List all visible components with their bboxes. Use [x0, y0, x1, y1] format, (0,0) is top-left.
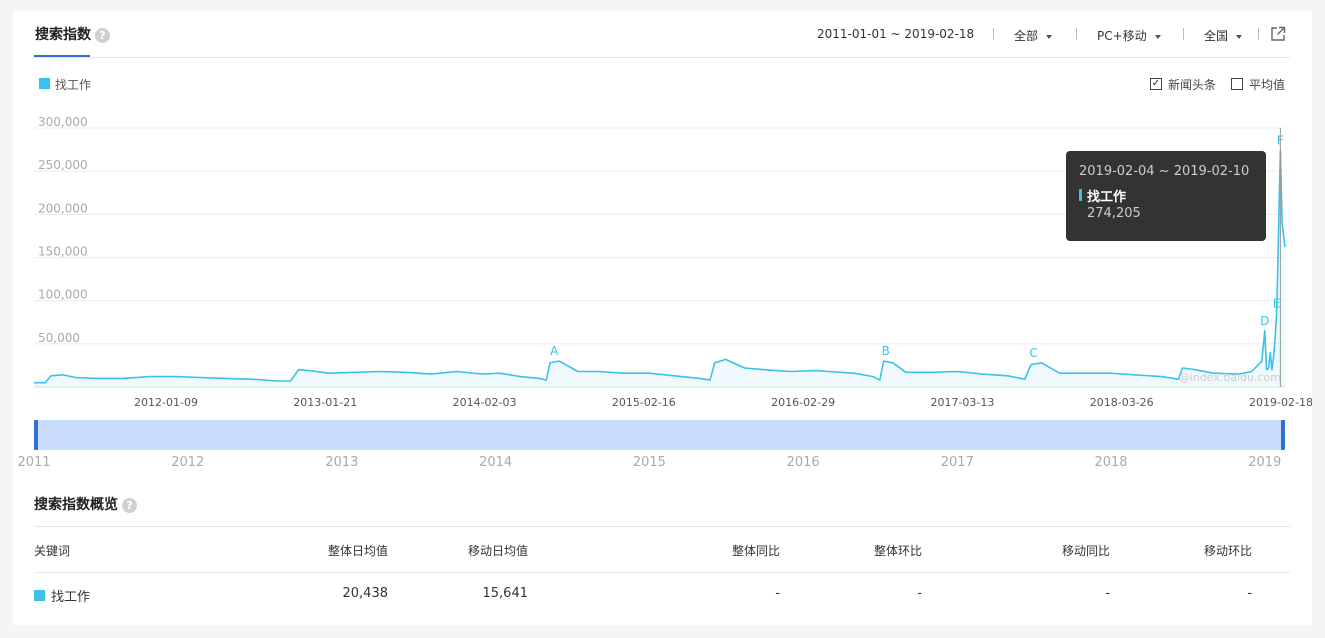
col-header-mobile-yoy: 移动同比 [1061, 544, 1110, 558]
annotation-label: F [1277, 133, 1284, 147]
x-tick-label: 2015-02-16 [612, 396, 676, 409]
average-checkbox[interactable] [1231, 78, 1243, 90]
y-tick-label: 50,000 [38, 331, 80, 345]
table-divider [34, 572, 1290, 573]
chart-tooltip: 2019-02-04 ~ 2019-02-10 找工作 274,205 [1066, 151, 1266, 241]
range-year-label: 2018 [1094, 455, 1127, 470]
range-handle-left[interactable] [34, 420, 38, 450]
keyword-swatch [34, 590, 45, 601]
table-row: 找工作 [34, 586, 90, 605]
mobile-mom-cell: - [1247, 586, 1252, 601]
series-line [34, 149, 1286, 384]
device-value: PC+移动 [1097, 29, 1147, 43]
date-range-picker[interactable]: 2011-01-01 ~ 2019-02-18 [817, 27, 975, 41]
col-header-mobile-mom: 移动环比 [1203, 544, 1252, 558]
col-header-overall-avg: 整体日均值 [327, 544, 388, 558]
col-header-overall-yoy: 整体同比 [731, 544, 780, 558]
y-tick-label: 300,000 [38, 115, 88, 129]
divider [1076, 28, 1077, 40]
range-selection[interactable] [34, 420, 1285, 450]
external-link-icon[interactable] [1270, 26, 1286, 42]
range-year-label: 2011 [17, 455, 50, 470]
tooltip-date: 2019-02-04 ~ 2019-02-10 [1079, 164, 1250, 179]
col-header-mobile-avg: 移动日均值 [467, 544, 528, 558]
annotation-label: E [1273, 297, 1281, 311]
tooltip-swatch [1079, 189, 1082, 201]
region-dropdown[interactable]: 全国 [1204, 27, 1243, 44]
range-year-label: 2019 [1248, 455, 1281, 470]
source-dropdown[interactable]: 全部 [1014, 27, 1053, 44]
col-header-overall-mom: 整体环比 [873, 544, 922, 558]
header-divider [34, 57, 1290, 58]
trend-chart[interactable]: 300,000 250,000 200,000 150,000 100,000 50,00… [13, 11, 1312, 481]
range-year-label: 2016 [787, 455, 820, 470]
tab-active-underline [34, 55, 90, 57]
divider [1258, 28, 1259, 40]
x-tick-label: 2017-03-13 [930, 396, 994, 409]
region-value: 全国 [1204, 29, 1229, 43]
chevron-down-icon [1154, 34, 1161, 39]
x-tick-label: 2013-01-21 [293, 396, 357, 409]
divider [993, 28, 994, 40]
annotation-label: C [1029, 346, 1037, 360]
index-card: 搜索指数? 2011-01-01 ~ 2019-02-18 全部 PC+移动 全… [13, 11, 1312, 625]
tooltip-series: 找工作 [1087, 190, 1127, 205]
x-tick-label: 2019-02-18 [1249, 396, 1312, 409]
x-tick-label: 2016-02-29 [771, 396, 835, 409]
tab-label: 搜索指数 [35, 27, 91, 43]
range-handle-right[interactable] [1281, 420, 1285, 450]
annotation-label: A [550, 344, 559, 358]
x-tick-label: 2018-03-26 [1090, 396, 1154, 409]
summary-divider [34, 526, 1290, 527]
overall-yoy-cell: - [775, 586, 780, 601]
overall-avg-cell: 20,438 [342, 586, 389, 601]
tooltip-value: 274,205 [1087, 206, 1141, 221]
range-year-label: 2017 [941, 455, 974, 470]
average-checkbox-label[interactable]: 平均值 [1249, 78, 1286, 92]
range-year-label: 2014 [479, 455, 512, 470]
x-tick-label: 2014-02-03 [453, 396, 517, 409]
tab-search-index[interactable]: 搜索指数? [35, 24, 110, 44]
mobile-yoy-cell: - [1105, 586, 1110, 601]
keyword-cell: 找工作 [51, 590, 91, 605]
annotation-label: D [1260, 314, 1269, 328]
col-header-keyword: 关键词 [34, 544, 71, 558]
news-checkbox-label[interactable]: 新闻头条 [1168, 78, 1217, 92]
legend-label: 找工作 [55, 78, 92, 92]
range-year-label: 2012 [171, 455, 204, 470]
mobile-avg-cell: 15,641 [482, 586, 529, 601]
x-tick-label: 2012-01-09 [134, 396, 198, 409]
summary-title-text: 搜索指数概览 [34, 497, 118, 513]
y-tick-label: 150,000 [38, 245, 88, 259]
device-dropdown[interactable]: PC+移动 [1097, 27, 1161, 44]
legend-swatch [39, 78, 50, 89]
range-year-label: 2015 [633, 455, 666, 470]
chevron-down-icon [1236, 34, 1243, 39]
source-value: 全部 [1014, 29, 1039, 43]
overall-mom-cell: - [917, 586, 922, 601]
y-tick-label: 100,000 [38, 288, 88, 302]
news-checkbox[interactable]: ✓ [1150, 78, 1162, 90]
help-icon[interactable]: ? [95, 27, 110, 43]
y-tick-label: 200,000 [38, 201, 88, 215]
y-tick-label: 250,000 [38, 158, 88, 172]
annotation-label: B [882, 344, 890, 358]
divider [1183, 28, 1184, 40]
chevron-down-icon [1046, 34, 1053, 39]
help-icon[interactable]: ? [122, 497, 137, 513]
summary-title: 搜索指数概览? [34, 494, 137, 514]
range-year-label: 2013 [325, 455, 358, 470]
watermark: @index.baidu.com [1179, 371, 1281, 384]
